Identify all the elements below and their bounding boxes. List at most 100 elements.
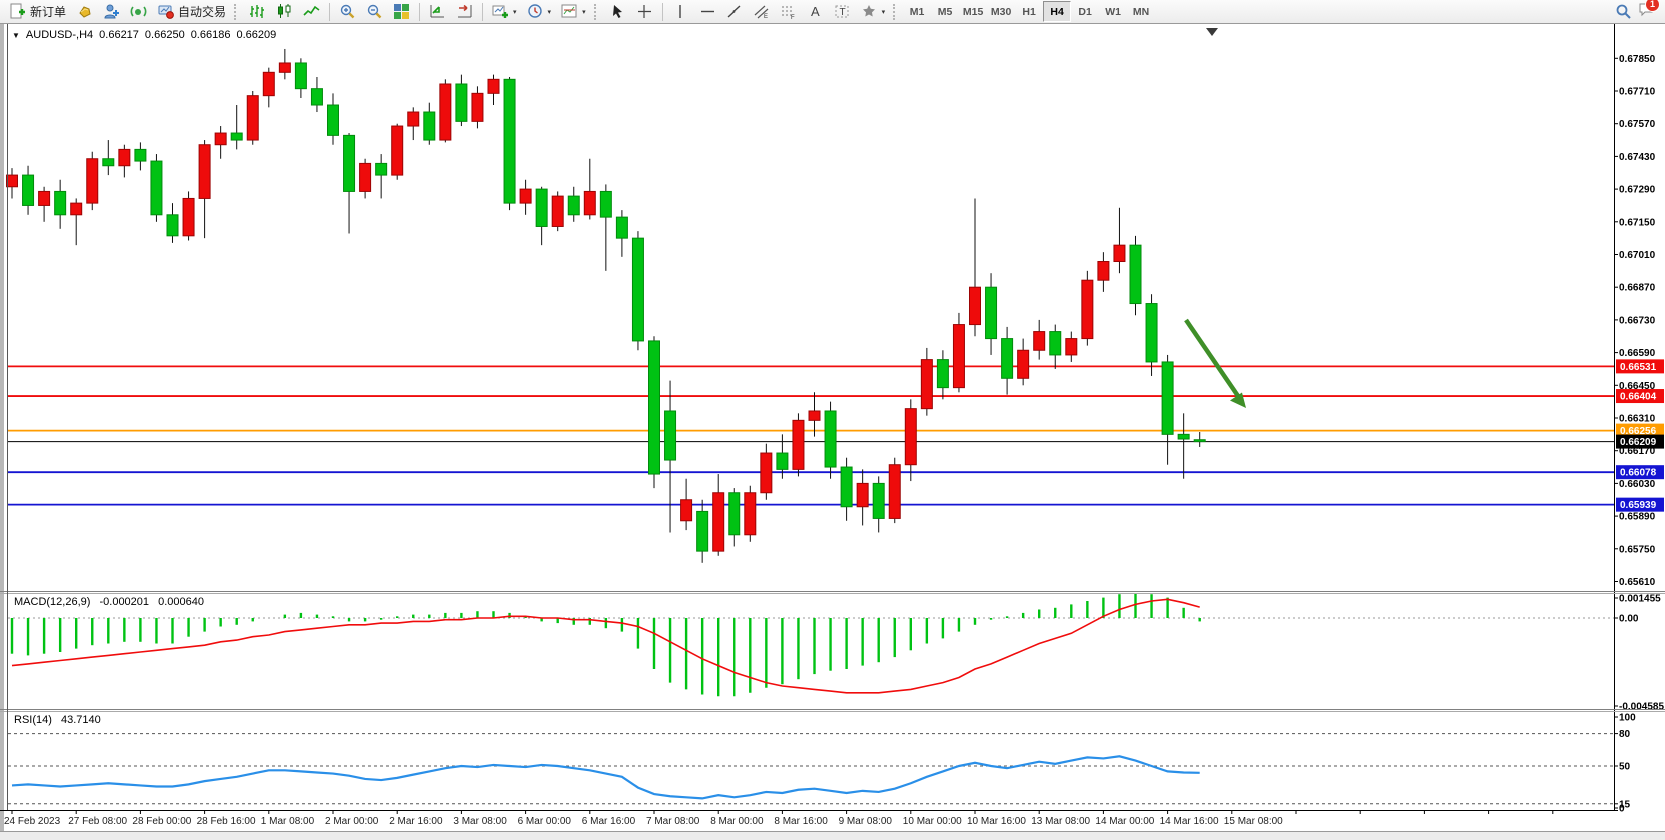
equidistant-channel-icon: E [753,3,770,20]
time-tick-label: 6 Mar 00:00 [518,816,572,827]
timeframe-m30-button[interactable]: M30 [990,5,1012,18]
candle [519,179,532,215]
candle [696,499,709,563]
toolbar-separator [329,2,331,21]
auto-scroll-button[interactable] [424,1,451,23]
candle [551,191,564,232]
chart-shift-button[interactable] [451,1,478,23]
horizontal-line-icon [699,3,716,20]
svg-text:0.66256: 0.66256 [1620,426,1657,437]
candle [455,74,468,127]
new-chart-button[interactable]: ▾ [487,1,522,23]
candle [102,140,115,176]
timeframe-w1-button[interactable]: W1 [1105,5,1121,18]
auto-trading-icon [157,3,174,20]
macd-axis-label: 0.001455 [1619,594,1661,605]
fibonacci-button[interactable]: F [775,1,802,23]
line-price-label: 0.66078 [1616,465,1664,480]
timeframe-m5-button[interactable]: M5 [937,5,953,18]
time-tick-label: 3 Mar 08:00 [453,816,507,827]
trend-arrow-annotation[interactable] [1184,318,1246,408]
text-button[interactable]: A [802,1,829,23]
svg-text:E: E [764,14,768,20]
timeframe-h4-button[interactable]: H4 [1043,1,1072,22]
horizontal-line-button[interactable] [694,1,721,23]
cursor-button[interactable] [604,1,631,23]
time-tick-label: 14 Mar 16:00 [1160,816,1219,827]
auto-trading-button[interactable]: 自动交易 [152,1,231,23]
terminal-button[interactable] [98,1,125,23]
time-tick-label: 10 Mar 16:00 [967,816,1026,827]
chart-canvas[interactable]: 0.67850 0.67710 0.67570 0.67430 0.67290 0.671… [0,24,1665,840]
candle [503,76,516,211]
chart-window[interactable]: 0.67850 0.67710 0.67570 0.67430 0.67290 0.671… [0,24,1665,840]
price-tick-label: 0.66730 [1619,315,1656,326]
price-tick-label: 0.67010 [1619,250,1656,261]
periods-button[interactable]: ▾ [522,1,557,23]
price-tick-label: 0.67850 [1619,54,1656,65]
notifications-button[interactable]: 1 [1638,0,1660,23]
search-icon[interactable] [1615,3,1632,20]
ohlc-high: 0.66250 [144,29,185,41]
signals-icon [130,3,147,20]
chart-shift-marker[interactable] [1206,28,1218,36]
tile-windows-button[interactable] [388,1,415,23]
candle [423,102,436,145]
rsi-label: RSI(14) [14,714,52,726]
macd-signal-value: 0.000640 [158,596,204,608]
candle [294,58,307,99]
timeframe-h1-button[interactable]: H1 [1022,5,1036,18]
toolbar: 新订单 自动交易 ▾ ▾ ▾ E F A T ▾ M1 M5 M15 M30 H1 H4 D1 W1 MN 1 [0,0,1665,24]
time-tick-label: 1 Mar 08:00 [261,816,315,827]
candle [166,203,179,243]
line-price-label: 0.66404 [1616,389,1664,404]
line-chart-button[interactable] [298,1,325,23]
macd-axis-label: -0.004585 [1619,702,1664,713]
zoom-in-button[interactable] [334,1,361,23]
price-axis[interactable]: 0.67850 0.67710 0.67570 0.67430 0.67290 0.671… [1614,24,1664,815]
toolbar-grip [893,3,900,20]
candlestick-chart-button[interactable] [271,1,298,23]
macd-legend: MACD(12,26,9) -0.000201 0.000640 [14,596,204,608]
candle [1017,338,1030,386]
candle [824,401,837,479]
main-chart-pane[interactable] [6,28,1615,563]
toolbar-separator [419,2,421,21]
vertical-line-button[interactable] [667,1,694,23]
signals-button[interactable] [125,1,152,23]
candle [375,154,388,199]
timeframe-m15-button[interactable]: M15 [962,5,984,18]
time-tick-label: 8 Mar 00:00 [710,816,764,827]
trendline-button[interactable] [721,1,748,23]
notification-badge: 1 [1645,0,1660,12]
time-axis[interactable]: 24 Feb 2023 27 Feb 08:00 28 Feb 00:00 28 Fe… [0,810,1618,827]
market-watch-button[interactable] [71,1,98,23]
candle [808,392,821,437]
price-tick-label: 0.67570 [1619,119,1656,130]
text-label-button[interactable]: T [829,1,856,23]
price-tick-label: 0.67150 [1619,217,1656,228]
candle [1129,235,1142,316]
timeframe-d1-button[interactable]: D1 [1078,5,1092,18]
price-tick-label: 0.65610 [1619,577,1656,588]
candle [872,476,885,533]
crosshair-button[interactable] [631,1,658,23]
price-tick-label: 0.66030 [1619,479,1656,490]
toolbar-separator [661,2,663,21]
rsi-pane[interactable] [8,733,1614,805]
candle [936,350,949,400]
bar-chart-button[interactable] [244,1,271,23]
equidistant-channel-button[interactable]: E [748,1,775,23]
timeframe-mn-button[interactable]: MN [1132,5,1150,18]
arrows-button[interactable]: ▾ [856,1,891,23]
timeframe-m1-button[interactable]: M1 [909,5,925,18]
macd-pane[interactable] [8,594,1614,697]
templates-button[interactable]: ▾ [556,1,591,23]
new-order-button[interactable]: 新订单 [4,1,71,23]
candle [471,86,484,129]
candle [22,165,35,215]
line-price-label: 0.66256 [1616,423,1664,438]
zoom-out-button[interactable] [361,1,388,23]
zoom-in-icon [339,3,356,20]
one-click-trading-arrow[interactable]: ▼ [12,30,20,40]
